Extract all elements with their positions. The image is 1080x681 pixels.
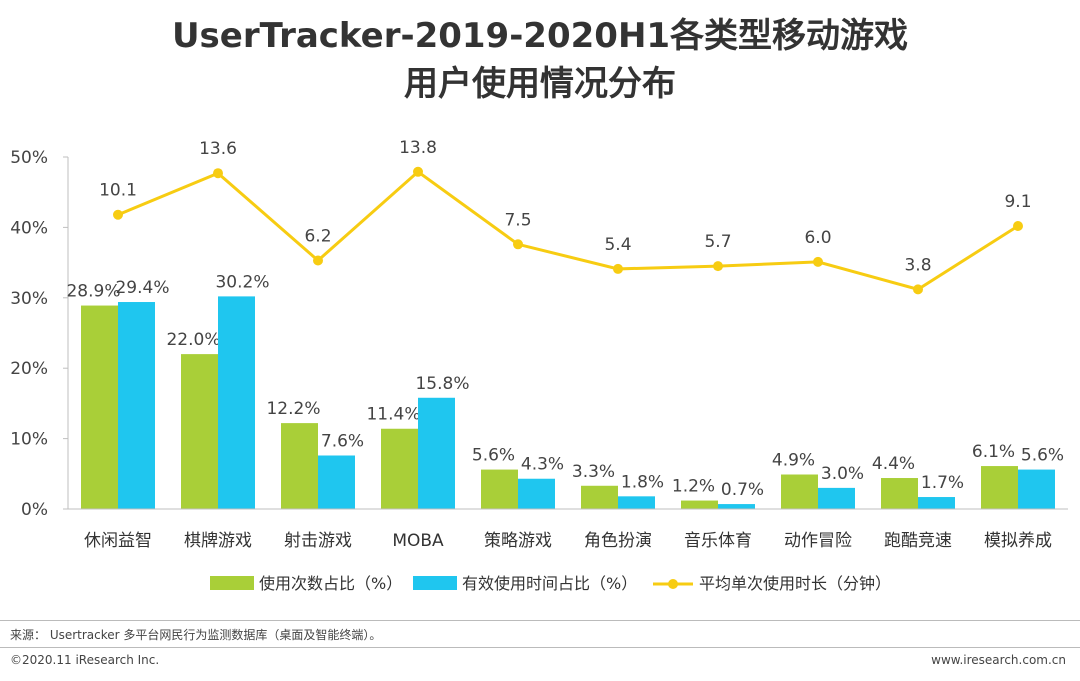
x-category-label: 音乐体育 [684, 531, 752, 551]
bar-usage-count [381, 428, 418, 509]
bar-data-label: 7.6% [321, 431, 364, 451]
bar-data-label: 6.1% [972, 442, 1015, 462]
bar-usage-count [581, 485, 618, 509]
chart-title-line1: UserTracker-2019-2020H1各类型移动游戏 [171, 16, 909, 56]
legend-swatch-usage-count [210, 576, 254, 590]
bar-data-label: 11.4% [366, 405, 420, 425]
line-point [813, 256, 823, 267]
bar-usage-time [118, 302, 155, 509]
bar-usage-time [918, 497, 955, 509]
bar-data-label: 29.4% [115, 278, 169, 298]
legend-marker-avg-duration [668, 579, 678, 589]
bar-usage-time [318, 455, 355, 509]
copyright: ©2020.11 iResearch Inc. [10, 653, 160, 667]
x-category-label: 策略游戏 [484, 531, 552, 551]
chart-title-line2: 用户使用情况分布 [404, 64, 676, 104]
legend-label-avg-duration: 平均单次使用时长（分钟） [699, 574, 891, 593]
bar-usage-time [418, 397, 455, 509]
line-point [313, 255, 323, 266]
bar-usage-count [981, 466, 1018, 509]
x-category-label: 模拟养成 [984, 531, 1052, 551]
x-category-label: 休闲益智 [84, 531, 152, 551]
legend-label-usage-time: 有效使用时间占比（%） [462, 574, 637, 593]
bar-data-label: 5.6% [472, 446, 515, 466]
bar-usage-time [218, 296, 255, 509]
bar-data-label: 4.9% [772, 451, 815, 471]
bar-usage-count [681, 500, 718, 509]
bar-usage-time [818, 487, 855, 509]
bar-data-label: 1.8% [621, 472, 664, 492]
bar-usage-time [1018, 469, 1055, 509]
legend-label-usage-count: 使用次数占比（%） [259, 574, 402, 593]
bar-data-label: 4.4% [872, 454, 915, 474]
legend-swatch-usage-time [413, 576, 457, 590]
y-tick-label: 40% [10, 218, 48, 238]
bar-usage-count [881, 478, 918, 509]
bar-usage-count [781, 474, 818, 509]
bar-usage-count [81, 305, 118, 509]
line-point [413, 166, 423, 177]
y-tick-label: 50% [10, 148, 48, 168]
x-category-label: 棋牌游戏 [184, 531, 252, 551]
x-category-label: 射击游戏 [284, 531, 352, 551]
bar-data-label: 28.9% [66, 282, 120, 302]
bar-data-label: 3.3% [572, 462, 615, 482]
line-point [913, 284, 923, 295]
x-category-label: MOBA [392, 531, 444, 551]
line-point [513, 239, 523, 250]
line-data-label: 9.1 [1004, 192, 1031, 212]
line-point [113, 209, 123, 220]
bar-data-label: 5.6% [1021, 446, 1064, 466]
bar-data-label: 12.2% [266, 399, 320, 419]
line-data-label: 6.2 [304, 226, 331, 246]
chart-area: 0% 10% 20% 30% 40% 50% 28.9%29.4% 休闲益智 22.0% 30.2… [10, 138, 1068, 593]
y-tick-label: 20% [10, 359, 48, 379]
line-point [613, 263, 623, 274]
y-tick-label: 10% [10, 430, 48, 450]
divider-top [0, 620, 1080, 621]
bar-data-label: 22.0% [166, 330, 220, 350]
bar-data-label: 30.2% [215, 272, 269, 292]
line-point [713, 261, 723, 272]
line-avg-duration [117, 169, 1019, 291]
line-data-label: 6.0 [804, 228, 831, 248]
bar-data-label: 1.7% [921, 473, 964, 493]
bar-data-label: 4.3% [521, 455, 564, 475]
bar-usage-time [718, 504, 755, 509]
y-tick-label: 0% [21, 500, 48, 520]
website-url: www.iresearch.com.cn [931, 653, 1066, 667]
line-point [1013, 220, 1023, 231]
bar-usage-count [281, 423, 318, 509]
divider-bottom [0, 647, 1080, 648]
line-data-label: 5.7 [704, 232, 731, 252]
x-category-label: 动作冒险 [784, 531, 852, 551]
bar-usage-count [481, 469, 518, 509]
line-data-label: 5.4 [604, 235, 631, 255]
bar-usage-count [181, 354, 218, 509]
line-data-label: 3.8 [904, 255, 931, 275]
bar-data-label: 0.7% [721, 480, 764, 500]
bar-data-label: 1.2% [672, 477, 715, 497]
bar-usage-time [518, 478, 555, 509]
line-point [213, 168, 223, 179]
line-data-label: 13.8 [399, 138, 437, 158]
bar-usage-time [618, 496, 655, 509]
bar-data-label: 15.8% [415, 374, 469, 394]
y-tick-label: 30% [10, 289, 48, 309]
bar-data-label: 3.0% [821, 464, 864, 484]
source-note: 来源： Usertracker 多平台网民行为监测数据库（桌面及智能终端）。 [10, 628, 382, 642]
line-data-label: 10.1 [99, 181, 137, 201]
line-data-label: 7.5 [504, 210, 531, 230]
line-data-label: 13.6 [199, 139, 237, 159]
x-category-label: 角色扮演 [584, 531, 652, 551]
x-category-label: 跑酷竞速 [884, 531, 952, 551]
